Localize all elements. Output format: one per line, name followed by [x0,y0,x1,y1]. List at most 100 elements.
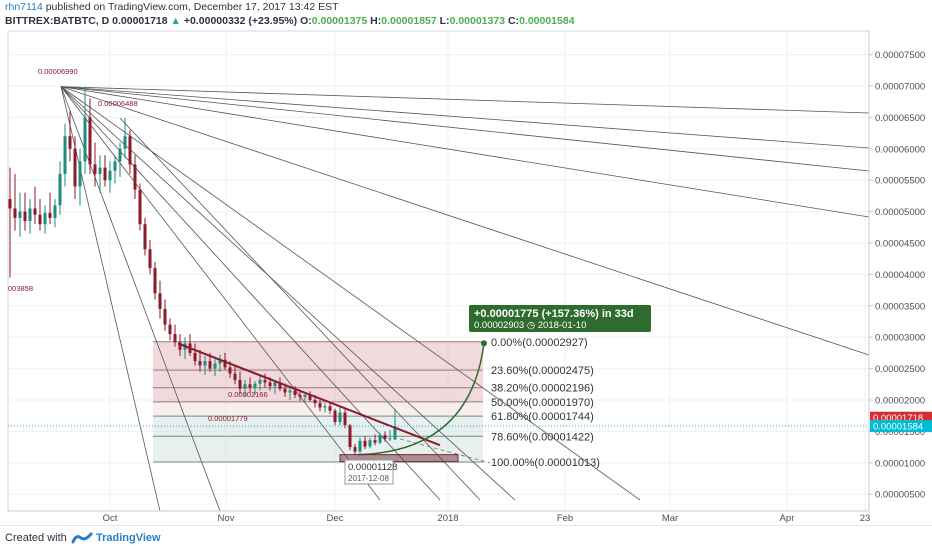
candle-body [203,361,207,366]
x-tick-label: 2018 [437,513,458,524]
fib-level-label: 100.00%(0.00001013) [491,457,600,469]
drawing-overlay: +0.00001775 (+157.36%) in 33d0.00002903 … [8,67,869,485]
candle-body [63,136,67,174]
candle [383,431,387,442]
candle [258,376,262,391]
candle-body [348,425,352,448]
tradingview-logo-icon[interactable] [71,531,93,545]
candle-body [388,438,392,440]
candle [13,173,17,231]
candle-body [338,412,342,422]
author-link[interactable]: rhn7114 [5,1,43,13]
y-tick-label: 0.00003000 [875,333,925,344]
candle [233,365,237,385]
open-label: O: [300,15,312,27]
candle [393,408,397,440]
candle-body [88,117,92,165]
candle-body [298,394,302,397]
gann-fan [60,86,870,512]
candle-body [33,208,37,215]
projection-price: 0.00002903 ◷ 2018-01-10 [474,320,586,331]
candle-body [343,412,347,426]
candle [163,299,167,331]
candle-body [123,136,127,149]
candle [123,118,127,159]
candle-body [278,382,282,389]
symbol-label: BITTREX:BATBTC, D [5,15,110,27]
candle [373,434,377,446]
candle [253,381,257,395]
fan-line [60,86,641,501]
candle-body [73,148,77,187]
candle-body [193,352,197,362]
footer-bar: Created with TradingView [0,525,932,551]
candle-body [213,363,217,369]
candle [53,199,57,228]
x-tick-label: Feb [557,513,573,524]
candle-body [218,359,222,364]
candle [58,161,62,215]
candle [308,391,312,402]
candle-body [53,205,57,218]
candle-body [198,361,202,366]
candle [193,343,197,366]
candle [278,377,282,392]
candle [8,167,12,278]
low-range-box [339,454,459,463]
candle-body [313,400,317,404]
candle-body [263,379,267,383]
candle-body [253,383,257,388]
fib-zone [153,387,483,402]
low-label-bg [344,459,394,485]
fan-line [60,86,870,218]
candle-body [283,388,287,393]
candle-body [58,173,62,206]
high-price-label: 0.00006990 [38,67,78,76]
candle-body [223,359,227,368]
candle [103,155,107,187]
candle-body [43,212,47,225]
candle-body [48,212,52,218]
y-tick-label: 0.00004000 [875,270,925,281]
candle [338,406,342,426]
candle [353,443,357,455]
price-badge-label: 0.00001584 [873,422,923,433]
close-value: 0.00001584 [519,15,575,27]
candle [113,155,117,184]
y-tick-label: 0.00000500 [875,490,925,501]
candle-body [133,164,137,190]
y-tick-label: 0.00001500 [875,427,925,438]
candle-body [103,167,107,181]
candle-body [168,324,172,335]
open-value: 0.00001375 [311,15,368,27]
candle [68,111,72,162]
up-arrow-icon: ▲ [170,15,181,27]
candle-body [353,447,357,452]
fan-line [60,86,161,512]
y-tick-label: 0.00004500 [875,239,925,250]
candle [78,148,82,206]
fib-zone [153,401,483,417]
candle [243,379,247,397]
y-tick-label: 0.00001000 [875,458,925,469]
candle-body [113,161,117,171]
candle-body [68,136,72,149]
y-tick-label: 0.00002000 [875,396,925,407]
chart-header: rhn7114 published on TradingView.com, De… [0,0,932,30]
candle [93,142,97,187]
y-tick-label: 0.00003500 [875,301,925,312]
candle-body [23,211,27,222]
candle-body [138,189,142,225]
candle [288,386,292,400]
candle-body [258,379,262,384]
low-value-label: 0.00001128 [348,462,398,473]
tradingview-brand-link[interactable]: TradingView [96,532,161,544]
candle-body [148,249,152,269]
candle [28,199,32,234]
price-chart[interactable]: 0.00%(0.00002927) 23.60%(0.00002475) 38.20… [0,30,932,525]
downtrend-line [177,342,441,447]
candle-body [393,426,397,440]
y-tick-label: 0.00002500 [875,364,925,375]
fan-line [60,86,441,501]
candle-body [153,268,157,294]
